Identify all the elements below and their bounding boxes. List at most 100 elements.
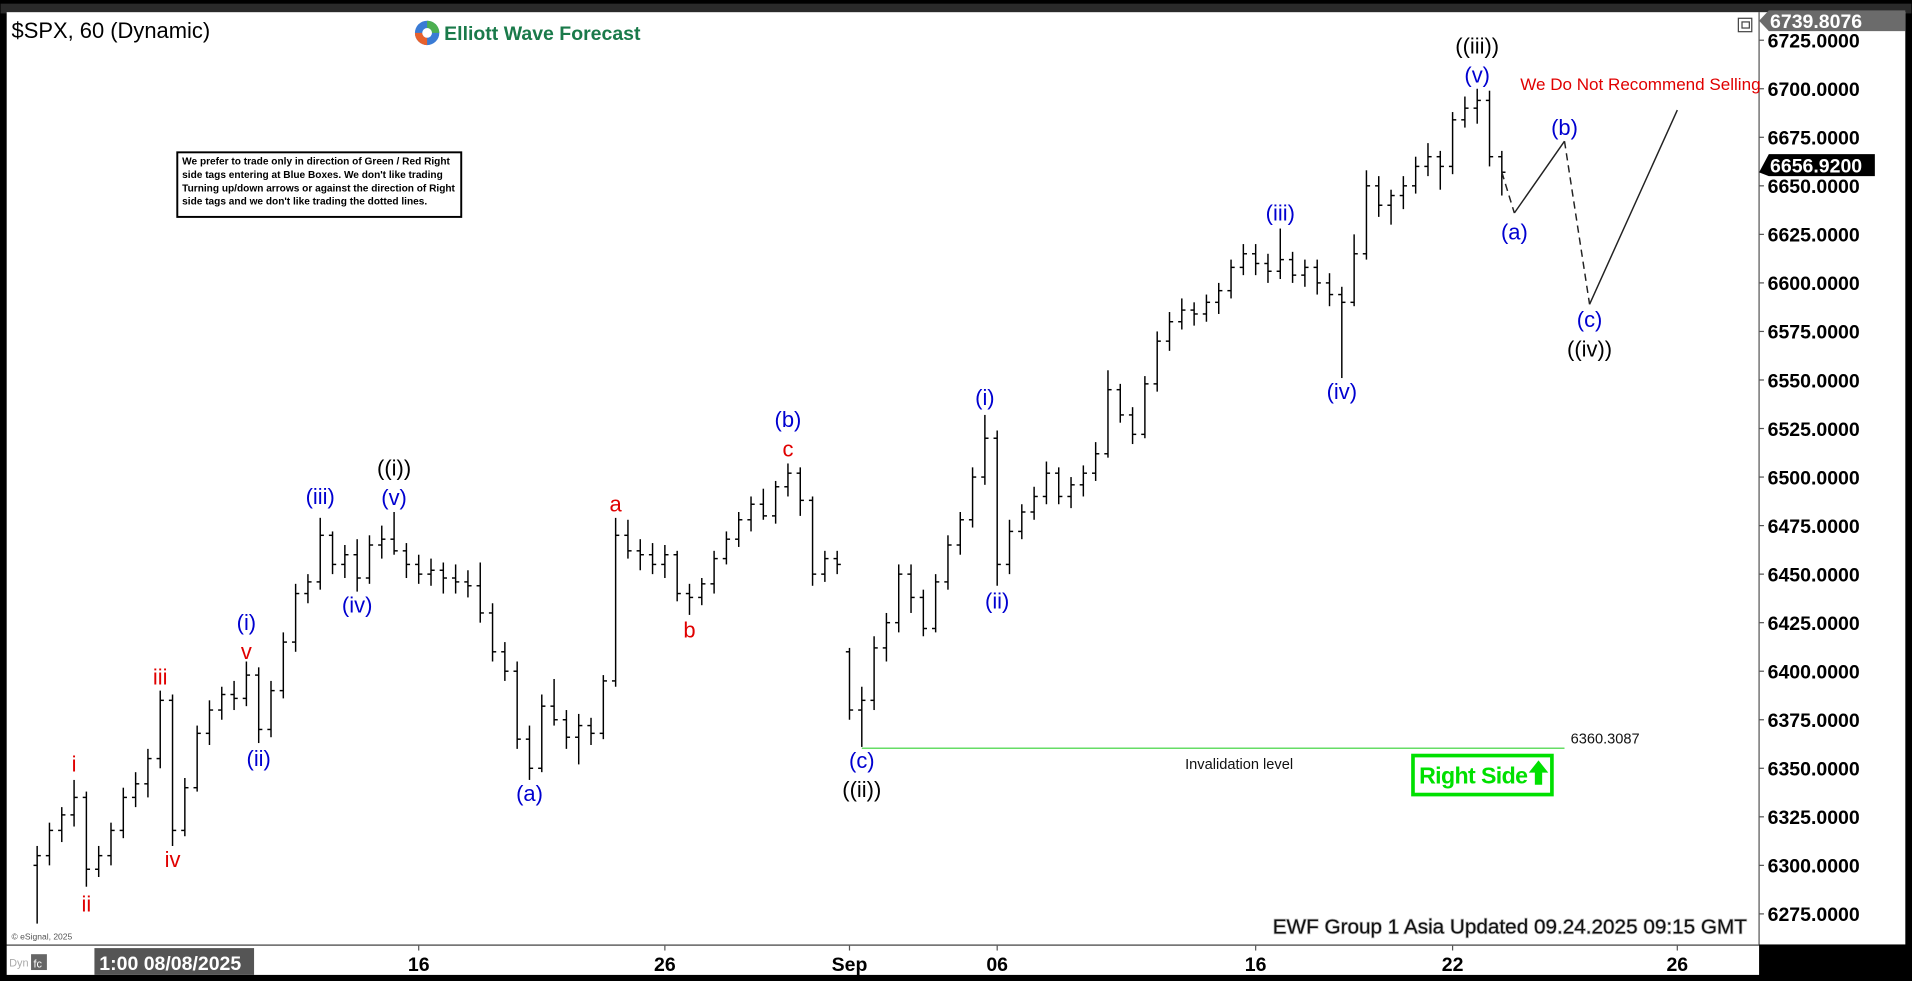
- ohlc-bar: [833, 550, 841, 575]
- ohlc-bar: [168, 694, 177, 846]
- wave-label: (a): [1501, 220, 1528, 245]
- ohlc-bar: [119, 787, 127, 839]
- ohlc-bar: [1325, 273, 1334, 307]
- lock-scale-icon[interactable]: fc: [31, 954, 47, 971]
- updated-text: EWF Group 1 Asia Updated 09.24.2025 09:1…: [1273, 915, 1747, 938]
- ohlc-bar: [710, 550, 718, 594]
- ewf-logo-icon: [414, 20, 440, 46]
- price-tick-label: 6375.0000: [1768, 710, 1860, 732]
- ohlc-bar: [501, 642, 509, 681]
- price-tick-label: 6500.0000: [1768, 467, 1860, 489]
- right-side-label: Right Side: [1419, 763, 1528, 789]
- ohlc-bar: [1153, 331, 1161, 392]
- price-tick-label: 6350.0000: [1768, 759, 1860, 781]
- ohlc-bar: [230, 680, 238, 711]
- wave-label: (iii): [306, 484, 335, 509]
- ohlc-bar: [316, 517, 324, 590]
- ohlc-bar: [1375, 176, 1383, 217]
- ohlc-bar: [1301, 259, 1309, 287]
- price-tick-label: 6400.0000: [1768, 662, 1860, 684]
- time-axis-labels: 16 26 Sep 06 16 22 26: [408, 945, 1688, 976]
- ohlc-bar: [1461, 96, 1469, 128]
- arrow-up-icon: [1528, 760, 1549, 785]
- ohlc-bar: [1116, 383, 1124, 423]
- dyn-label[interactable]: Dyn: [9, 957, 28, 969]
- price-tick-label: 6550.0000: [1768, 370, 1860, 392]
- ohlc-bar: [451, 564, 460, 594]
- ohlc-bar: [476, 562, 484, 623]
- ohlc-bar: [1141, 376, 1149, 439]
- ohlc-bar: [808, 496, 817, 586]
- ohlc-bar: [685, 583, 694, 615]
- ohlc-bar: [1128, 407, 1137, 445]
- price-tick-label: 6650.0000: [1768, 176, 1860, 198]
- wave-label: (c): [849, 748, 875, 773]
- ohlc-bar: [1424, 143, 1432, 177]
- ohlc-bar: [1252, 244, 1260, 276]
- invalidation-price: 6360.3087: [1571, 731, 1640, 747]
- ohlc-bar: [353, 539, 361, 592]
- wave-label: v: [241, 639, 252, 664]
- ohlc-bar: [1362, 170, 1371, 260]
- ohlc-bar: [328, 531, 337, 575]
- ohlc-bar: [784, 463, 792, 497]
- ohlc-bar: [956, 512, 964, 555]
- note-line: Turning up/down arrows or against the di…: [182, 183, 455, 194]
- ohlc-bar: [58, 807, 66, 843]
- ohlc-bar: [722, 531, 731, 565]
- ohlc-bar: [255, 667, 263, 744]
- time-tick-label: 26: [1666, 954, 1688, 976]
- invalidation-text: Invalidation level: [1185, 757, 1293, 773]
- ohlc-bar: [156, 690, 164, 769]
- price-tick-label: 6675.0000: [1768, 128, 1860, 150]
- ohlc-bar: [1018, 504, 1026, 540]
- price-tick-label: 6725.0000: [1768, 31, 1860, 53]
- window-restore-icon[interactable]: [1737, 17, 1753, 33]
- time-tick-label: 06: [986, 954, 1008, 976]
- ohlc-bar: [1042, 461, 1051, 505]
- svg-text:fc: fc: [33, 959, 42, 971]
- ohlc-bar: [1387, 189, 1395, 225]
- price-tick-label: 6475.0000: [1768, 516, 1860, 538]
- price-tick-label: 6275.0000: [1768, 904, 1860, 926]
- ohlc-bar: [1412, 156, 1420, 194]
- ohlc-bar: [45, 822, 54, 866]
- ohlc-bar: [673, 550, 681, 602]
- ohlc-bar: [1436, 150, 1444, 190]
- logo-text: Elliott Wave Forecast: [444, 23, 641, 45]
- ohlc-bar: [1005, 519, 1014, 575]
- projection-segment: [1563, 141, 1591, 305]
- trading-note-box: We prefer to trade only in direction of …: [176, 151, 463, 218]
- ohlc-bar: [525, 725, 534, 780]
- time-tick-label: 16: [1245, 954, 1267, 976]
- time-tick-label: 22: [1442, 954, 1464, 976]
- ohlc-bar: [759, 488, 767, 520]
- price-axis-labels: 6725.0000 6700.0000 6675.0000 6650.0000 6625…: [1759, 10, 1906, 926]
- ohlc-bar: [993, 430, 1001, 586]
- time-axis[interactable]: [6, 945, 1760, 975]
- wave-label: (v): [381, 485, 407, 510]
- ohlc-bar: [144, 748, 152, 798]
- ohlc-bar: [611, 517, 620, 687]
- wave-label: ((iv)): [1567, 336, 1612, 361]
- price-tick-label: 6625.0000: [1768, 225, 1860, 247]
- ohlc-bar: [1067, 477, 1075, 509]
- price-tick-label: 6450.0000: [1768, 564, 1860, 586]
- ohlc-bar: [538, 694, 546, 773]
- ohlc-bar: [341, 545, 349, 579]
- ohlc-bar: [1399, 176, 1408, 210]
- ohlc-bar: [1313, 259, 1321, 295]
- ohlc-bar: [291, 583, 300, 652]
- ohlc-bar: [599, 675, 607, 740]
- projection-path: [1501, 109, 1678, 305]
- ohlc-bar: [464, 570, 472, 598]
- ohlc-bar: [968, 467, 977, 528]
- ohlc-bar: [70, 779, 78, 827]
- ohlc-bar: [304, 574, 312, 604]
- invalidation-line-group: 6360.3087 Invalidation level: [861, 731, 1640, 773]
- ohlc-bar: [193, 725, 201, 792]
- ohlc-bar: [107, 822, 115, 866]
- ohlc-bar: [771, 480, 780, 524]
- ohlc-bar: [895, 564, 903, 633]
- note-line: side tags and we don't like trading the …: [182, 197, 427, 208]
